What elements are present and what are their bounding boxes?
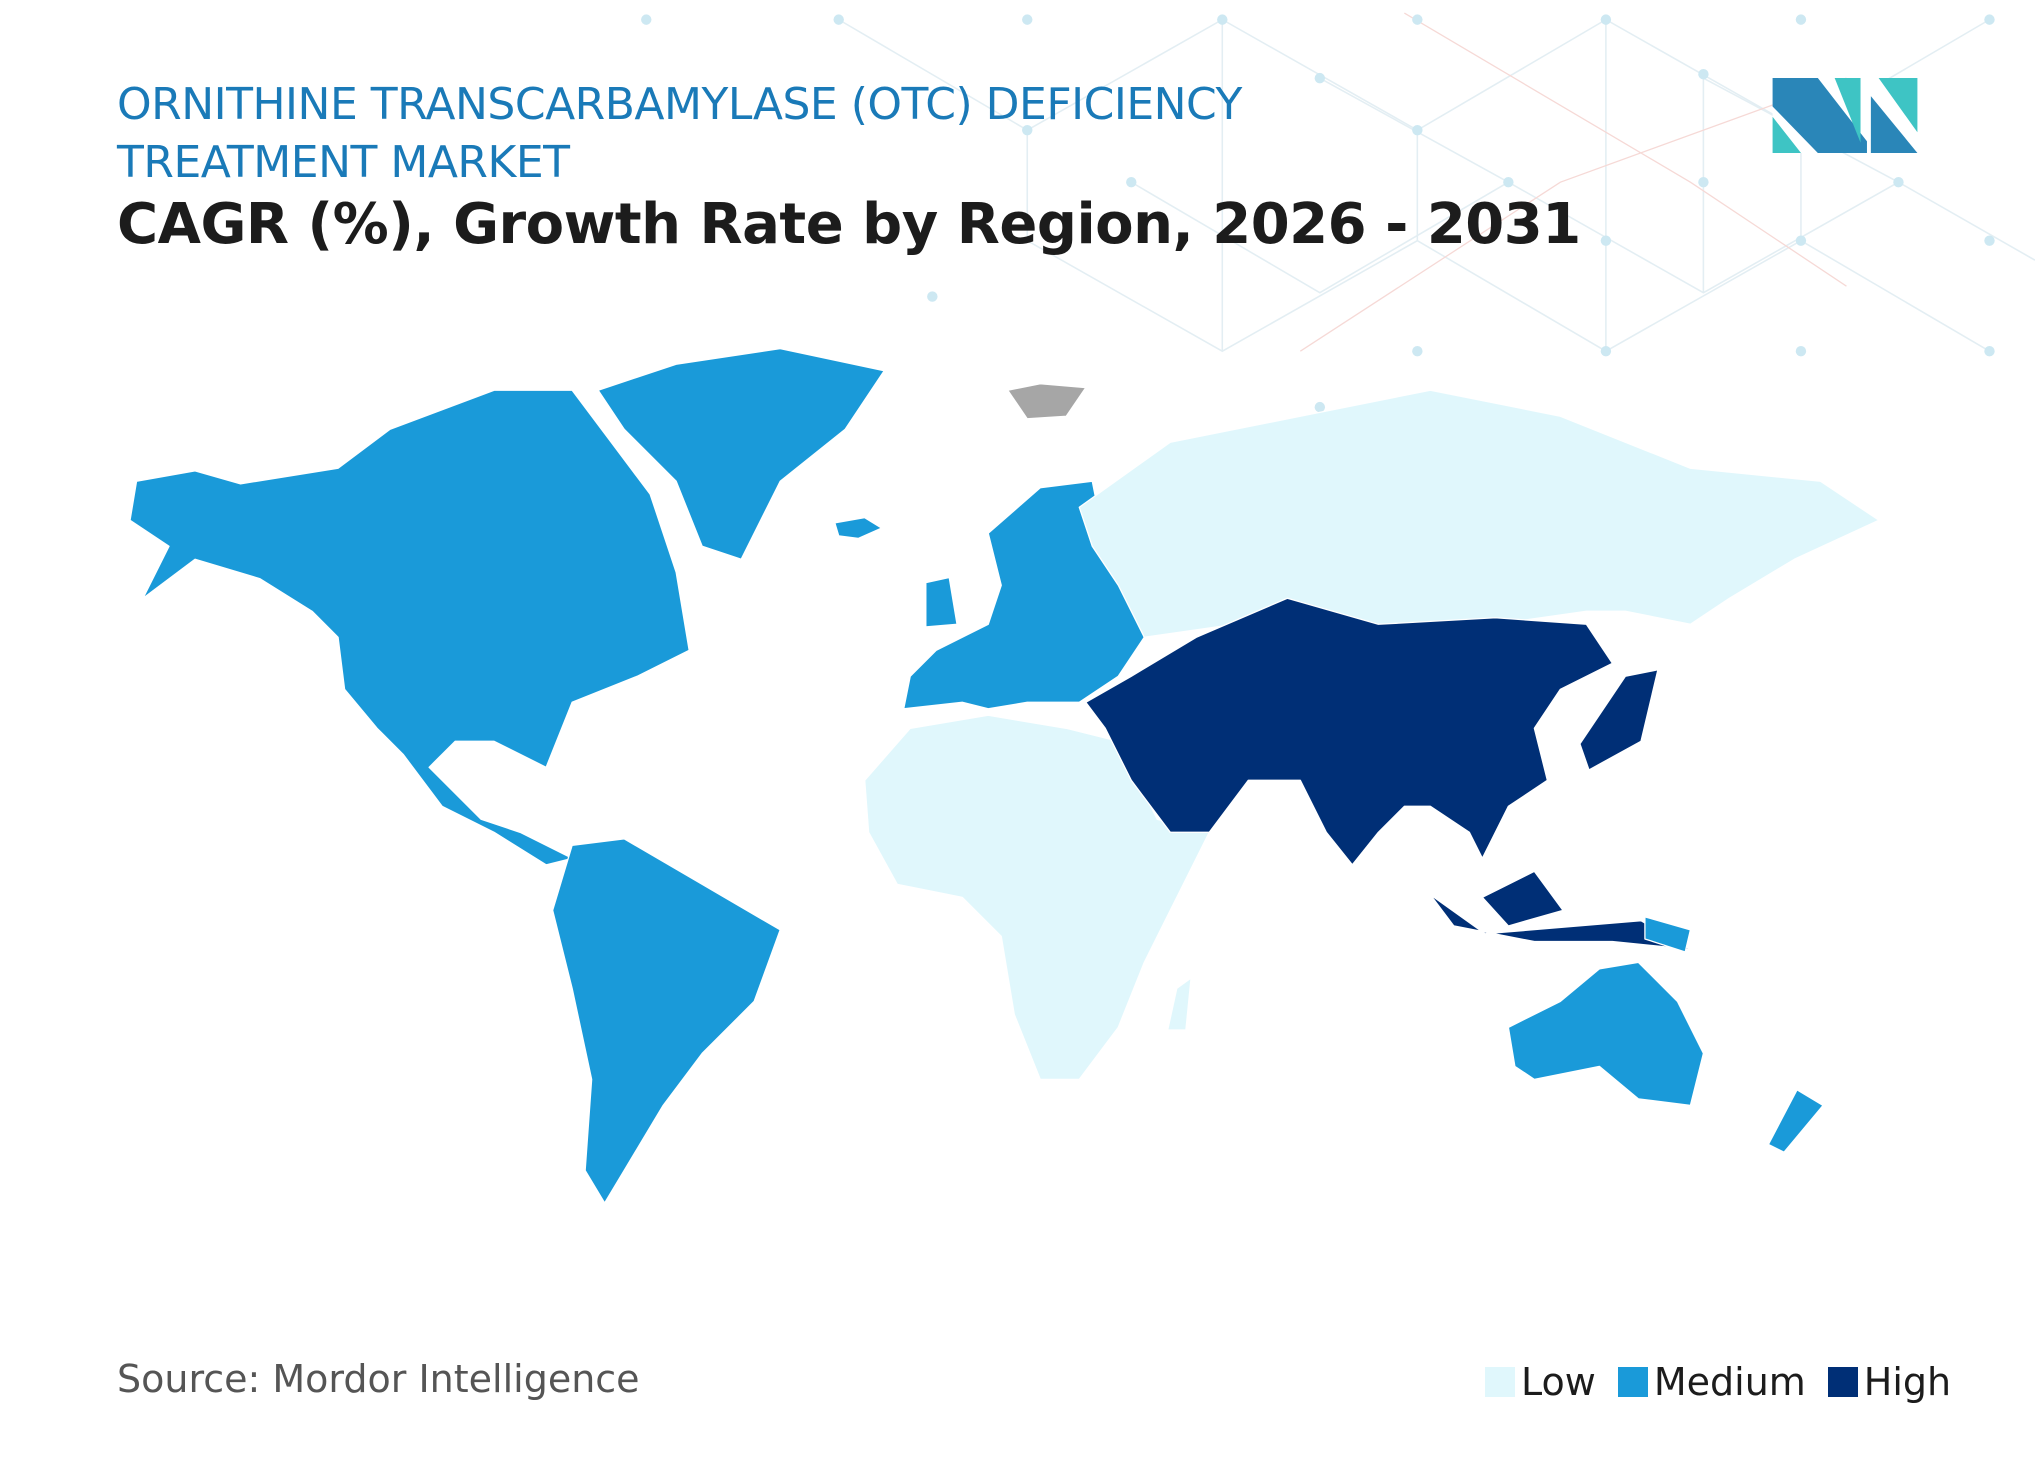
region-asia-middle-east xyxy=(1085,597,1614,866)
region-north-america xyxy=(129,389,690,866)
legend-item-medium: Medium xyxy=(1617,1360,1806,1404)
region-borneo xyxy=(1481,870,1564,927)
region-uk xyxy=(925,576,958,628)
region-madagascar xyxy=(1167,977,1192,1031)
source-note: Source: Mordor Intelligence xyxy=(117,1357,640,1401)
chart-subtitle: CAGR (%), Growth Rate by Region, 2026 - … xyxy=(117,192,1581,257)
region-new-zealand xyxy=(1767,1089,1824,1153)
legend-label-medium: Medium xyxy=(1653,1360,1806,1404)
title-line-1: ORNITHINE TRANSCARBAMYLASE (OTC) DEFICIE… xyxy=(117,79,1242,130)
region-iceland xyxy=(834,516,883,540)
region-papua-new-guinea xyxy=(1644,916,1692,953)
mordor-intelligence-logo xyxy=(1772,78,1918,153)
title-line-2: TREATMENT MARKET xyxy=(117,137,570,188)
region-south-america xyxy=(551,838,781,1204)
region-svalbard-no-data xyxy=(1007,383,1087,420)
legend-item-low: Low xyxy=(1485,1360,1596,1404)
region-russia xyxy=(1078,389,1880,638)
legend-item-high: High xyxy=(1827,1360,1952,1404)
legend-label-low: Low xyxy=(1521,1360,1596,1404)
legend-swatch-medium xyxy=(1617,1367,1648,1397)
legend-swatch-low xyxy=(1485,1367,1515,1397)
chart-title: ORNITHINE TRANSCARBAMYLASE (OTC) DEFICIE… xyxy=(117,76,1242,192)
region-japan xyxy=(1579,669,1659,771)
legend-label-high: High xyxy=(1863,1360,1952,1404)
legend-swatch-high xyxy=(1827,1367,1858,1397)
region-indonesia xyxy=(1429,894,1692,951)
legend: Low Medium High xyxy=(1485,1360,1973,1404)
region-australia xyxy=(1507,961,1705,1107)
region-greenland xyxy=(597,347,885,560)
region-africa xyxy=(864,714,1210,1081)
